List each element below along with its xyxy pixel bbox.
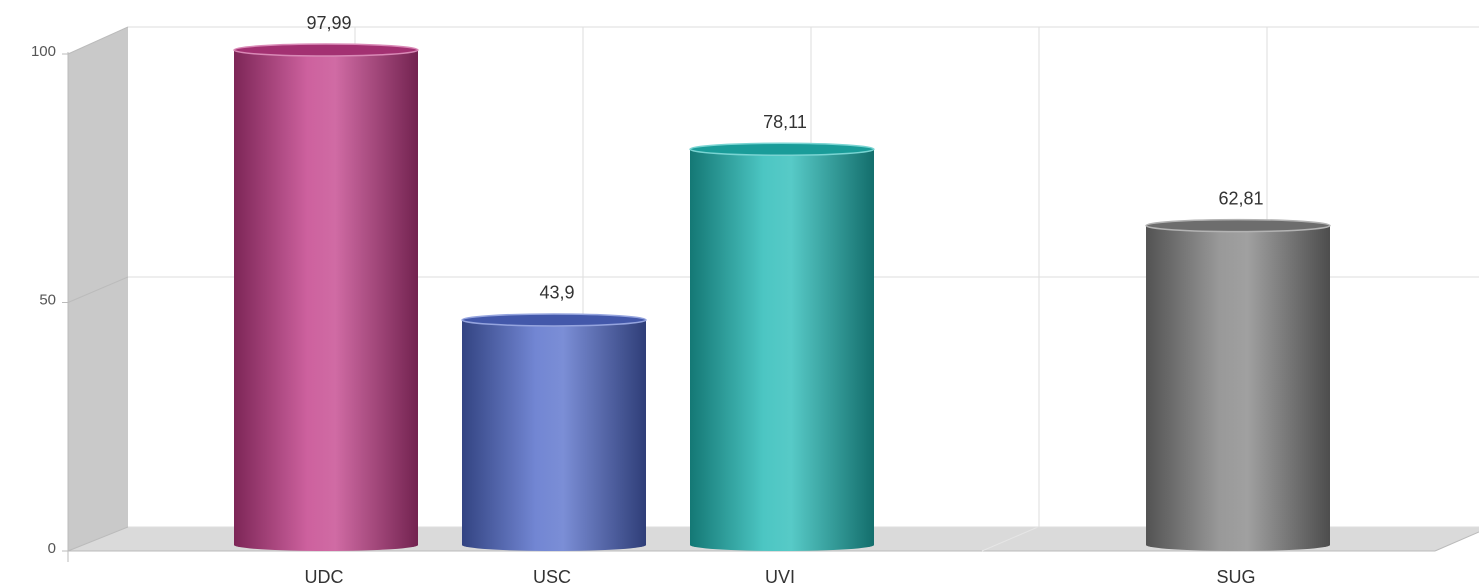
- x-axis-edge: [1434, 531, 1479, 552]
- y-tick-label: 100: [31, 43, 56, 60]
- left-wall: [68, 27, 128, 551]
- bar: [1146, 225, 1330, 551]
- value-label: 97,99: [306, 13, 351, 33]
- grid-line-side: [67, 26, 129, 55]
- x-tick-label: SUG: [1216, 567, 1255, 587]
- y-tick-label: 50: [39, 291, 56, 308]
- value-label: 78,11: [763, 112, 807, 132]
- bar: [234, 50, 418, 551]
- x-tick-label: UDC: [305, 567, 344, 587]
- bar-top: [1145, 218, 1331, 233]
- bar-top: [233, 43, 419, 57]
- bar-top: [689, 142, 875, 156]
- value-label: 62,81: [1218, 188, 1263, 208]
- x-tick-label: USC: [533, 567, 571, 587]
- floor-line: [981, 526, 1039, 552]
- value-label: 43,9: [539, 283, 574, 303]
- x-tick-label: UVI: [765, 567, 795, 587]
- grid-line-side: [67, 276, 129, 303]
- bar: [462, 319, 646, 551]
- bar-top: [461, 313, 647, 327]
- bar: [690, 149, 874, 552]
- grid-line-side: [67, 526, 129, 552]
- y-tick-label: 0: [48, 540, 56, 557]
